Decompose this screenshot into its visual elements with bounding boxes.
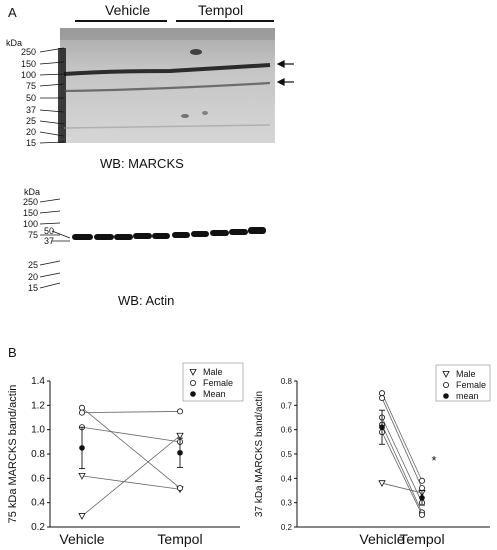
chart2-ylabel: 37 kDa MARCKS band/actin: [254, 391, 265, 517]
chart1-mean-point: [79, 445, 85, 451]
chart2-point: [378, 390, 385, 397]
marcks-marker-75: 75: [25, 81, 36, 91]
actin-blot-image: [39, 198, 266, 289]
chart2-legend-label: mean: [456, 391, 479, 401]
chart2-legend-symbol: [442, 371, 450, 378]
chart2-category-vehicle: Vehicle: [359, 531, 404, 547]
chart2-ytick-label: 0.6: [281, 426, 293, 435]
chart1-point: [176, 408, 183, 415]
chart2-ytick-label: 0.3: [281, 499, 293, 508]
chart2-ytick-label: 0.2: [281, 523, 293, 532]
chart2-significance: *: [431, 453, 436, 468]
chart1-point: [79, 409, 86, 416]
chart2-mean-point: [419, 495, 425, 501]
chart2-subject-line: [381, 417, 423, 503]
panel-a-letter: A: [8, 5, 17, 20]
chart1-subject-line: [81, 411, 181, 414]
chart1-ytick-label: 1.4: [31, 376, 45, 387]
chart2-ytick-label: 0.5: [281, 450, 293, 459]
actin-marker-75: 75: [27, 230, 38, 240]
chart2-point: [418, 511, 425, 518]
chart2-subject-line: [381, 431, 423, 516]
actin-blot-caption: WB: Actin: [118, 293, 175, 308]
actin-marker-250: 250: [22, 197, 38, 207]
marcks-marker-37: 37: [25, 105, 36, 115]
chart1-point: [78, 473, 86, 480]
chart2-subject-line: [381, 397, 423, 489]
actin-marker-100: 100: [22, 219, 38, 229]
chart1-subject-line: [81, 407, 181, 489]
chart2-ytick-label: 0.7: [281, 401, 293, 410]
chart2-subject-line: [381, 393, 423, 481]
chart2-category-tempol: Tempol: [399, 531, 444, 547]
chart1-point: [79, 404, 86, 411]
chart2-ytick-label: 0.4: [281, 474, 293, 483]
marcks-marker-150: 150: [20, 59, 36, 69]
panel-b-letter: B: [8, 345, 17, 360]
chart1-subject-line: [81, 426, 181, 443]
actin-marker-150: 150: [22, 208, 38, 218]
chart2-mean-point: [379, 424, 385, 431]
chart1-legend-symbol: [190, 391, 196, 397]
chart1-mean-point: [177, 449, 183, 456]
actin-kda-unit: kDa: [24, 187, 41, 197]
actin-blot-region: kDa 250 150 100 75 50 37 25 20 15: [0, 185, 300, 300]
marcks-marker-20: 20: [25, 127, 36, 137]
chart2-point: [418, 485, 425, 492]
chart1-point: [78, 513, 86, 520]
chart2-legend-symbol: [442, 381, 449, 388]
chart2-point: [378, 395, 385, 402]
chart1-category-vehicle: Vehicle: [59, 531, 104, 547]
chart1-category-tempol: Tempol: [157, 531, 202, 547]
marcks-blot-region: kDa 250 150 100 75 50 37 25 20 15: [0, 28, 300, 153]
chart1-legend-symbol: [189, 369, 197, 376]
marcks-kda-unit: kDa: [6, 38, 23, 48]
marcks-marker-25: 25: [25, 116, 36, 126]
chart1-legend-symbol: [189, 379, 196, 386]
actin-inner-marker-37: 37: [43, 236, 54, 246]
chart2-point: [378, 480, 386, 488]
chart1-ytick-label: 0.8: [31, 449, 45, 460]
marcks-blot-caption: WB: MARCKS: [100, 156, 184, 171]
actin-marker-20: 20: [27, 272, 38, 282]
chart1-subject-line: [81, 475, 181, 490]
group-label-tempol: Tempol: [198, 2, 244, 18]
chart1-legend-label: Female: [203, 378, 233, 388]
chart-37kda: 0.2 0.3 0.4 0.5 0.6 0.7 0.8 37 kDa MARCKS band/…: [254, 364, 491, 547]
chart1-subject-line: [81, 435, 181, 517]
chart2-subject-line: [381, 424, 423, 513]
marcks-marker-250: 250: [20, 47, 36, 57]
marcks-marker-50: 50: [25, 93, 36, 103]
actin-marker-25: 25: [27, 260, 38, 270]
chart2-legend-label: Male: [456, 369, 476, 379]
chart1-legend-label: Mean: [203, 389, 226, 399]
chart1-ytick-label: 1.0: [31, 425, 45, 436]
chart2-legend-label: Female: [456, 380, 486, 390]
marcks-blot-image: [39, 28, 294, 144]
chart2-ytick-label: 0.8: [281, 377, 293, 386]
marcks-marker-15: 15: [25, 138, 36, 148]
chart1-point: [176, 432, 184, 440]
chart1-point: [176, 485, 183, 492]
marcks-marker-100: 100: [20, 70, 36, 80]
chart-75kda: 0.2 0.4 0.6 0.8 1.0 1.2 1.4 75 kDa MARCKS band/…: [7, 362, 244, 547]
chart1-ytick-label: 0.2: [31, 522, 45, 533]
chart1-ytick-label: 0.4: [31, 498, 45, 509]
chart2-subject-line: [381, 482, 423, 494]
chart1-ytick-label: 1.2: [31, 400, 45, 411]
actin-inner-marker-50: 50: [43, 226, 54, 236]
chart1-legend-label: Male: [203, 367, 223, 377]
chart2-legend-symbol: [443, 393, 449, 399]
vehicle-group-bar: [75, 20, 167, 22]
chart2-point: [418, 477, 425, 484]
actin-marker-15: 15: [27, 283, 38, 293]
chart1-ylabel: 75 kDa MARCKS band/actin: [7, 385, 19, 524]
chart1-ytick-label: 0.6: [31, 473, 45, 484]
tempol-group-bar: [176, 20, 274, 22]
group-label-vehicle: Vehicle: [105, 2, 151, 18]
